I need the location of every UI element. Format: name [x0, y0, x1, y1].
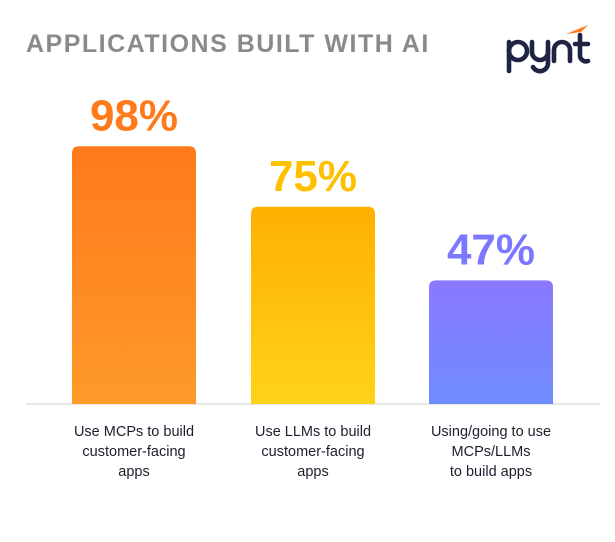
- category-label-line: Using/going to use: [431, 424, 551, 440]
- value-label-3: 47%: [447, 225, 535, 274]
- bar-3: [429, 280, 553, 404]
- value-label-1: 98%: [90, 91, 178, 140]
- category-label-line: to build apps: [450, 464, 532, 480]
- category-label-line: apps: [118, 464, 149, 480]
- pynt-logo: [506, 25, 591, 74]
- category-label-1: Use MCPs to build customer-facing apps: [74, 424, 194, 480]
- chart-title: APPLICATIONS BUILT WITH AI: [26, 30, 430, 58]
- category-label-2: Use LLMs to build customer-facing apps: [255, 424, 371, 480]
- bar-1: [72, 146, 196, 404]
- category-label-line: apps: [297, 464, 328, 480]
- category-label-3: Using/going to use MCPs/LLMs to build apps: [431, 424, 551, 480]
- category-label-line: customer-facing: [261, 444, 364, 460]
- value-label-2: 75%: [269, 152, 357, 201]
- category-label-line: Use MCPs to build: [74, 424, 194, 440]
- category-label-line: Use LLMs to build: [255, 424, 371, 440]
- bar-2: [251, 206, 375, 404]
- category-label-line: MCPs/LLMs: [452, 444, 531, 460]
- category-label-line: customer-facing: [82, 444, 185, 460]
